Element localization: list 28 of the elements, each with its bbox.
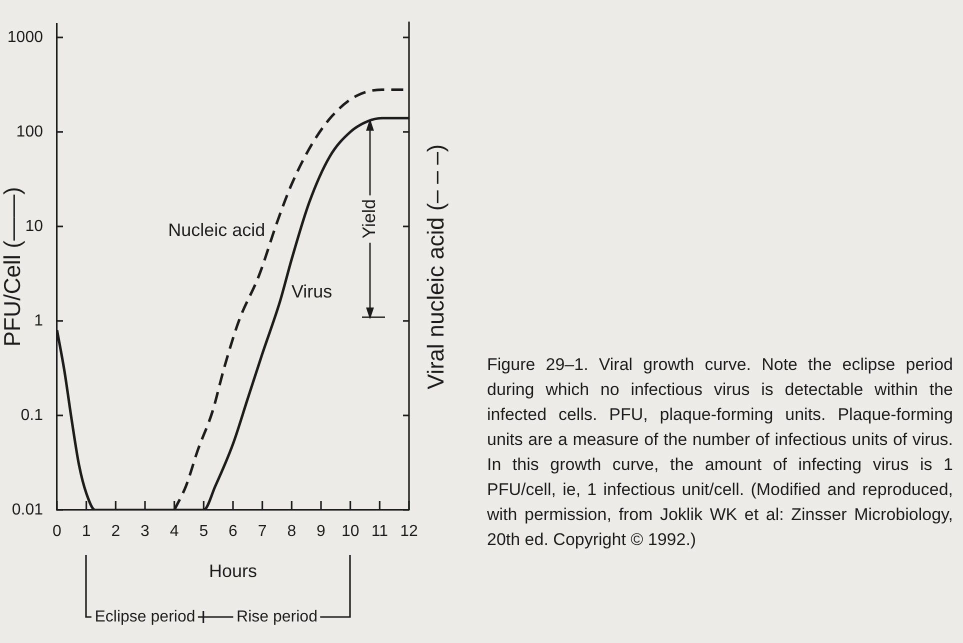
x-tick-label: 7 — [258, 523, 267, 540]
y-tick-label: 10 — [25, 218, 44, 235]
y2-axis-title: Viral nucleic acid (– – –) — [422, 144, 448, 390]
y-tick-label: 100 — [16, 123, 44, 140]
x-tick-label: 5 — [199, 523, 208, 540]
y-axis-title: PFU/Cell (——) — [0, 186, 26, 347]
x-tick-label: 8 — [287, 523, 296, 540]
x-tick-label: 12 — [400, 523, 418, 540]
y-tick-label: 0.01 — [12, 501, 44, 518]
x-axis-title: Hours — [208, 561, 258, 582]
y-tick-label: 0.1 — [20, 406, 44, 424]
annotation: Yield — [358, 199, 379, 238]
x-tick-label: 0 — [52, 523, 62, 540]
text: Eclipse period — [94, 608, 196, 626]
x-tick-label: 3 — [140, 523, 150, 540]
y-tick-label: 1 — [34, 312, 44, 330]
x-tick-label: 11 — [371, 523, 388, 540]
text: Rise period — [236, 608, 318, 626]
series-label: Virus — [291, 282, 332, 302]
y-tick-label: 1000 — [7, 28, 44, 46]
caption: Figure 29–1. Viral growth curve. Note the eclipse period during which no infectious virus is detectable within the infected cells. PFU, plaque-forming units. Plaque-forming units are a measure of the number of infectious units of virus. In this growth curve, the amount of infecting virus is 1 PFU/cell, ie, 1 infectious unit/cell. (Modified and reproduced, with permission, from Joklik WK et al: Zinsser Microbiology, 20th ed. Copyright © 1992.) — [487, 355, 953, 549]
x-tick-label: 10 — [341, 523, 360, 540]
x-tick-label: 1 — [82, 523, 91, 540]
x-tick-label: 6 — [228, 523, 238, 540]
x-tick-label: 2 — [111, 523, 120, 540]
x-tick-label: 9 — [316, 523, 326, 540]
x-tick-label: 4 — [170, 523, 179, 540]
series-label: Nucleic acid — [168, 220, 266, 240]
